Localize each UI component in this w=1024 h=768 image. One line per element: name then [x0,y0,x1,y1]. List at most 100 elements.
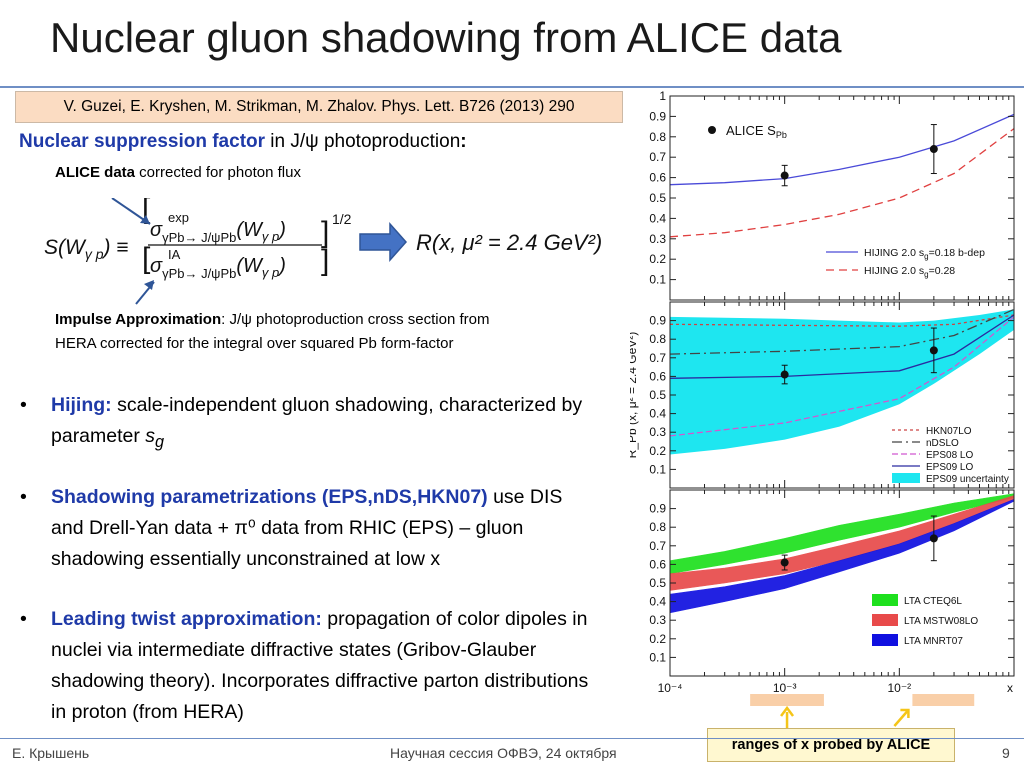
lta-band [670,493,1014,575]
y-tick-label: 0.9 [649,109,666,123]
y-tick-label: 0.9 [649,502,666,516]
suppression-colon: : [460,131,467,152]
legend-label: HKN07LO [926,426,972,437]
y-tick-label: 0.5 [649,388,666,402]
y-tick-label: 0.6 [649,171,666,185]
y-tick-label: 0.8 [649,332,666,346]
y-tick-label: 0.3 [649,613,666,627]
plot-area [670,493,1014,614]
bullet-leading-twist: • Leading twist approximation: propagati… [20,604,600,728]
bullet-text: scale-independent gluon shadowing, chara… [51,394,583,447]
data-point [929,145,938,154]
formula-power: 1/2 [332,211,352,227]
y-tick-label: 0.5 [649,191,666,205]
legend-label: HIJING 2.0 sg=0.18 b-dep [864,247,985,261]
legend-band-swatch [892,473,920,483]
suppression-label: Nuclear suppression factor [19,131,266,152]
bullet-var: s [145,425,156,447]
data-point [929,346,938,355]
range-arrow-2-head-icon [900,708,910,718]
y-tick-label: 0.2 [649,252,666,266]
bullet-dot-icon: • [20,486,27,508]
y-tick-label: 0.5 [649,576,666,590]
legend-label: HIJING 2.0 sg=0.28 [864,265,955,279]
bullet-text: use DIS and Drell-Yan data + π⁰ data fro… [51,486,563,570]
legend-points-sub: Pb [776,130,787,140]
y-tick-label: 0.2 [649,444,666,458]
impulse-rest: : J/ψ photoproduction cross section from… [55,311,490,352]
y-tick-label: 0.4 [649,595,666,609]
bullet-head: Leading twist approximation: [51,608,322,630]
y-tick-label: 0.8 [649,520,666,534]
y-tick-label: 0.2 [649,632,666,646]
formula-bracket-right-bottom: ] [321,244,329,277]
y-tick-label: 0.1 [649,650,666,664]
alice-note: ALICE data corrected for photon flux [55,164,301,181]
impulse-note: Impulse Approximation: J/ψ photoproducti… [55,308,495,356]
pointer-arrow-2-head-icon [144,280,154,290]
suppression-formula: S(Wγ p) ≡ [ [ σγPb→ J/ψPb(Wγ p) exp σγPb… [44,198,602,305]
bullet-dot-icon: • [20,394,27,416]
suppression-rest: in J/ψ photoproduction [265,131,461,152]
footer-session: Научная сессия ОФВЭ, 24 октября [390,745,617,761]
y-tick-label: 0.6 [649,557,666,571]
plot-panel-top: 0.1 0.2 0.3 0.4 0.5 0.6 0.7 0.8 0.9 1 ALICE SPb HIJ… [649,90,1015,301]
suppression-heading: Nuclear suppression factor in J/ψ photop… [19,131,467,153]
bullet-text: propagation of color dipoles in nuclei v… [51,608,589,723]
impulse-bold: Impulse Approximation [55,311,222,328]
formula-bracket-right: ] [321,216,329,249]
range-arrow-head-icon [780,705,795,717]
x-axis-label: x [1007,681,1013,695]
series-line [670,113,1014,186]
bullet-hijing: • Hijing: scale-independent gluon shadow… [20,390,600,458]
legend-band-swatch [872,594,898,606]
plot-panel-middle: 0.1 0.2 0.3 0.4 0.5 0.6 0.7 0.8 0.9 R_Pb (x, μ² =… [630,301,1015,489]
reference-box: V. Guzei, E. Kryshen, M. Strikman, M. Zh… [15,91,623,123]
footer-divider [0,738,1024,739]
plot-area [670,113,1014,238]
legend-label: EPS08 LO [926,450,973,461]
data-point [780,171,789,180]
legend-label: nDSLO [926,438,959,449]
x-range-bar [912,694,975,706]
legend-point-marker [708,126,716,134]
legend-label: LTA CTEQ6L [904,596,962,607]
legend-label-tail: =0.18 b-dep [929,247,986,259]
range-arrow-2-icon [893,709,910,727]
legend-label: EPS09 LO [926,462,973,473]
bullet-head: Hijing: [51,394,112,416]
plot-area [670,308,1014,455]
y-tick-label: 0.7 [649,150,666,164]
page-number: 9 [1002,745,1010,761]
bullet-dot-icon: • [20,608,27,630]
x-tick-label: 10⁻⁴ [658,681,683,695]
bullet-shadowing: • Shadowing parametrizations (EPS,nDS,HK… [20,482,600,575]
legend-points-label: ALICE SPb [726,123,787,140]
reference-text: V. Guzei, E. Kryshen, M. Strikman, M. Zh… [63,98,575,115]
legend-label: LTA MNRT07 [904,636,963,647]
y-tick-label: 0.1 [649,462,666,476]
pointer-arrow-head-icon [140,215,150,224]
series-line [670,316,1014,437]
formula-arrow-icon [359,222,408,262]
lta-band [670,498,1014,614]
data-point [780,370,789,379]
legend-band-swatch [872,634,898,646]
formula-lhs: S(Wγ p) ≡ [44,236,129,262]
y-axis-label: R_Pb (x, μ² = 2.4 GeV²) [630,332,639,459]
y-tick-label: 1 [659,90,666,103]
formula-bracket-left: [ [142,198,151,225]
formula-exp: exp [168,210,189,225]
legend-band-swatch [872,614,898,626]
x-range-bar [750,694,824,706]
bullet-head: Shadowing parametrizations (EPS,nDS,HKN0… [51,486,488,508]
alice-note-bold: ALICE data [55,164,136,181]
legend-label-tail: =0.28 [929,265,956,277]
y-tick-label: 0.4 [649,211,666,225]
y-tick-label: 0.3 [649,425,666,439]
x-tick-label: 10⁻³ [773,681,797,695]
plot-panel-bottom: 0.1 0.2 0.3 0.4 0.5 0.6 0.7 0.8 0.9 LTA CTEQ6L LTA… [649,489,1015,695]
formula-ia: IA [168,247,181,262]
series-line [670,314,1014,327]
ranges-note-text: ranges of x probed by ALICE [731,737,931,753]
